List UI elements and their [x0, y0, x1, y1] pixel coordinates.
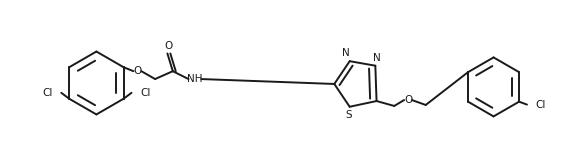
- Text: O: O: [404, 95, 412, 105]
- Text: N: N: [373, 53, 381, 63]
- Text: NH: NH: [186, 74, 202, 84]
- Text: N: N: [342, 48, 350, 58]
- Text: Cl: Cl: [42, 88, 52, 98]
- Text: S: S: [345, 110, 352, 120]
- Text: O: O: [165, 41, 173, 51]
- Text: Cl: Cl: [536, 100, 546, 110]
- Text: O: O: [133, 66, 142, 76]
- Text: Cl: Cl: [141, 88, 151, 98]
